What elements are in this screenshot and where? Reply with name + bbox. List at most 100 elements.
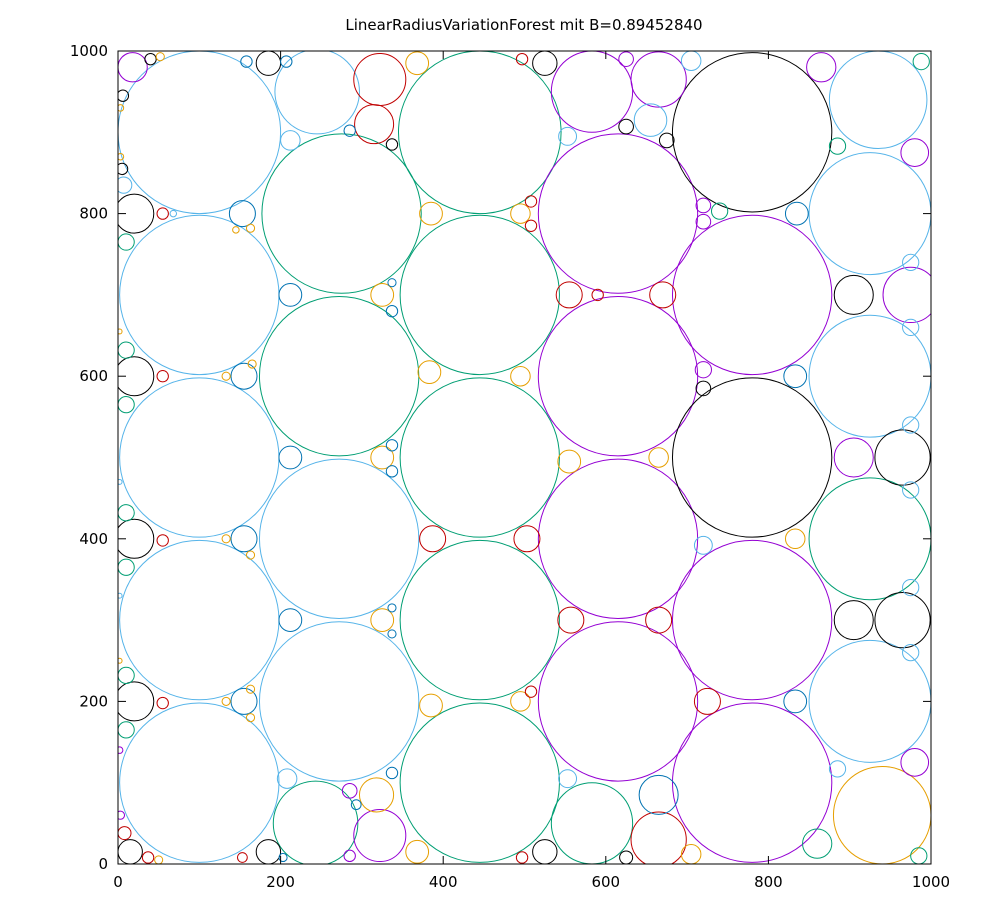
circle-mark [245, 684, 256, 694]
circle-mark [693, 687, 721, 715]
circle-mark [694, 361, 712, 379]
circle-mark [119, 214, 280, 376]
circle-mark [119, 539, 280, 701]
circle-mark [515, 851, 529, 864]
circle-mark [648, 447, 669, 468]
circle-mark [255, 839, 282, 864]
circle-mark [558, 126, 578, 146]
circle-mark [141, 851, 155, 864]
x-tick-label: 1000 [912, 873, 950, 891]
circle-mark [358, 777, 395, 813]
circle-mark [833, 600, 874, 641]
circle-mark [900, 138, 930, 167]
circle-mark [710, 202, 729, 220]
circle-mark [385, 766, 399, 780]
circle-mark [258, 458, 420, 619]
circle-mark [354, 104, 395, 145]
circle-mark [118, 233, 135, 251]
circle-mark [118, 810, 126, 820]
circle-mark [343, 849, 356, 863]
circle-mark [385, 304, 399, 318]
x-axis: 0 200 400 600 800 1000 [113, 51, 950, 891]
circle-mark [618, 51, 634, 67]
circle-mark [118, 356, 155, 397]
circle-mark [510, 365, 531, 387]
circle-mark [910, 847, 928, 864]
circle-mark [510, 691, 531, 712]
circle-mark [156, 207, 169, 220]
y-tick-label: 600 [79, 367, 108, 385]
circle-mark [515, 52, 529, 66]
circle-mark [370, 283, 395, 307]
circle-mark [405, 839, 430, 864]
circle-mark [272, 780, 359, 864]
circle-mark [232, 226, 240, 234]
circle-mark [557, 449, 582, 474]
circle-mark [399, 377, 560, 538]
circle-mark [832, 765, 931, 864]
circle-mark [118, 558, 135, 576]
circle-mark [118, 341, 135, 359]
circle-mark [638, 774, 679, 815]
circle-mark [341, 783, 358, 799]
circle-mark [278, 608, 303, 632]
circle-mark [343, 124, 356, 137]
circle-mark [228, 200, 256, 228]
circle-mark [902, 578, 920, 597]
circle-mark [230, 687, 258, 715]
circle-mark [513, 525, 541, 553]
circle-mark [524, 685, 538, 698]
circle-mark [783, 689, 808, 714]
circle-mark [274, 51, 360, 135]
y-tick-label: 1000 [70, 42, 108, 60]
circle-mark [144, 52, 157, 66]
circle-mark [118, 193, 155, 234]
circle-mark [680, 51, 702, 72]
circle-mark [695, 213, 712, 230]
x-tick-label: 400 [429, 873, 458, 891]
circle-mark [882, 266, 931, 324]
x-tick-label: 800 [754, 873, 783, 891]
circle-mark [276, 768, 298, 789]
circle-mark [558, 769, 578, 789]
circle-mark [118, 592, 123, 599]
circle-mark [118, 666, 135, 685]
circle-mark [385, 439, 399, 452]
circle-mark [693, 535, 713, 555]
circle-mark [557, 606, 585, 634]
circle-mark [633, 103, 668, 137]
x-tick-label: 200 [266, 873, 295, 891]
y-axis: 0 200 400 600 800 1000 [70, 42, 931, 873]
circle-mark [808, 639, 931, 763]
circle-mark [649, 281, 677, 309]
circle-mark [118, 52, 148, 83]
circle-mark [419, 693, 443, 718]
circle-mark [808, 152, 931, 276]
circle-mark [510, 203, 531, 224]
circle-mark [398, 51, 562, 215]
circle-mark [278, 852, 288, 863]
circle-mark [156, 534, 169, 547]
circle-mark [419, 201, 443, 226]
circle-mark [118, 89, 130, 102]
circle-mark [118, 681, 155, 722]
circle-mark [671, 214, 833, 376]
circle-mark [658, 132, 675, 149]
y-tick-label: 800 [79, 205, 108, 223]
circle-mark [902, 318, 920, 337]
circle-mark [874, 591, 931, 649]
circle-mark [902, 416, 920, 434]
circle-mark [237, 852, 248, 863]
plot-frame [117, 50, 932, 865]
circle-mark [671, 702, 833, 863]
circle-mark [387, 629, 397, 639]
circle-mark [255, 51, 282, 76]
circle-mark [828, 51, 928, 150]
circle-mark [118, 839, 143, 864]
circle-mark [118, 162, 129, 176]
x-tick-label: 0 [113, 873, 123, 891]
y-tick-label: 400 [79, 530, 108, 548]
circle-mark [808, 314, 931, 438]
circle-mark [280, 130, 301, 151]
